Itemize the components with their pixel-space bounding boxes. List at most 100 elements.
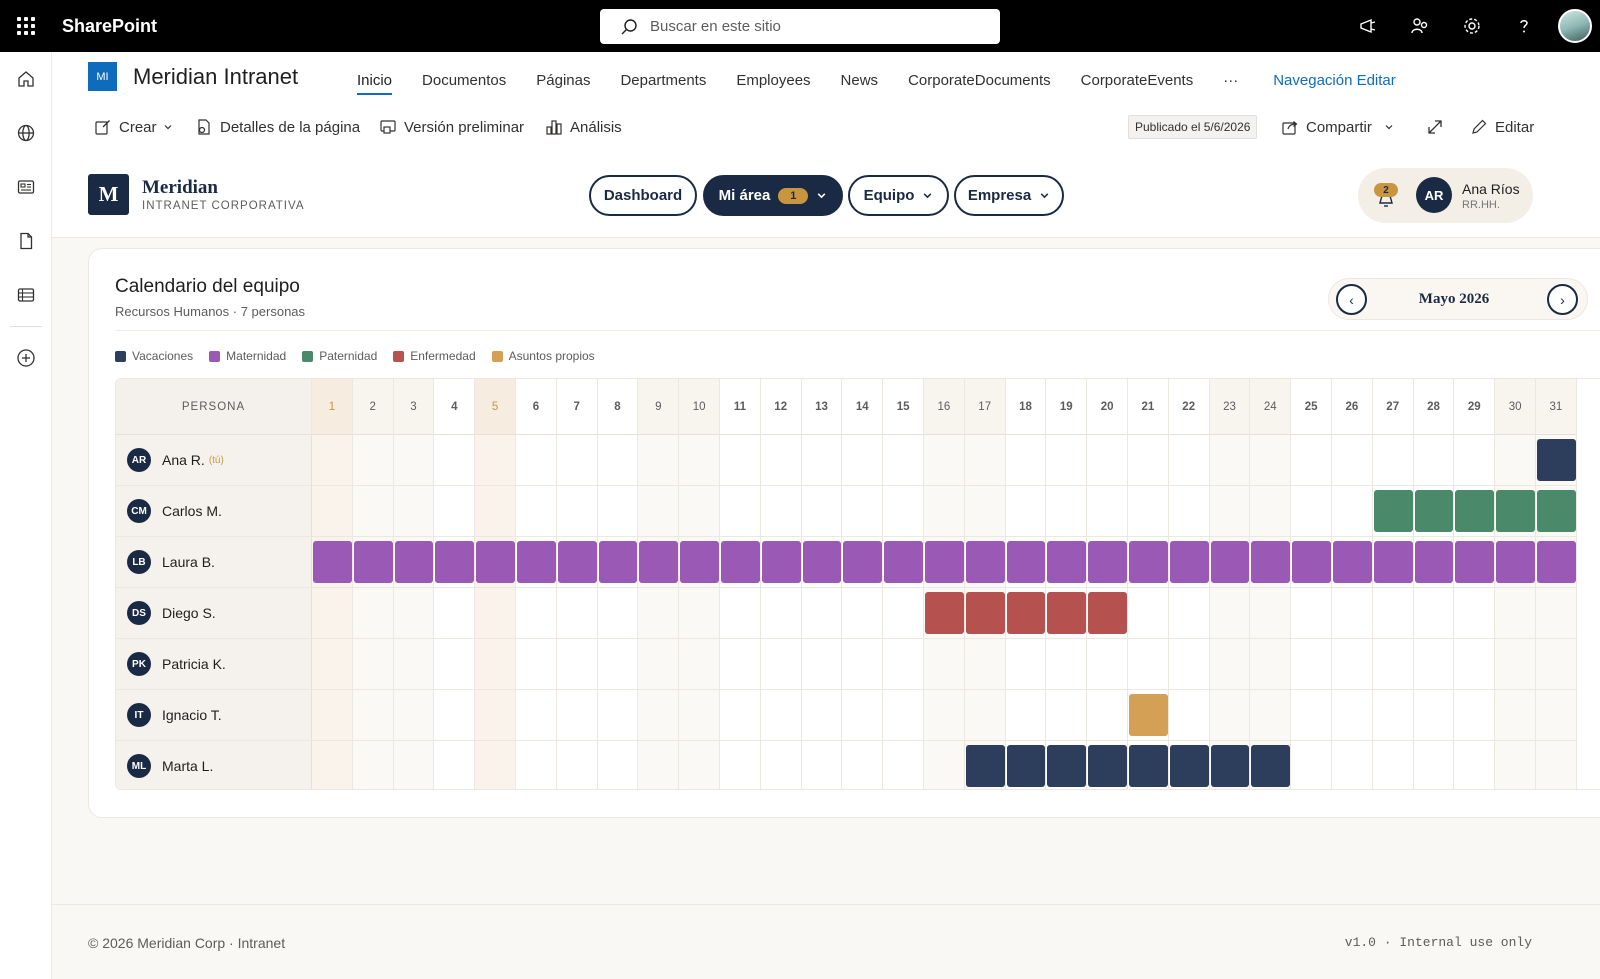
day-cell[interactable] — [556, 690, 598, 741]
day-cell[interactable] — [1536, 639, 1577, 690]
day-cell[interactable] — [1495, 741, 1536, 789]
absence-block-vac[interactable] — [1088, 745, 1127, 787]
absence-block-mat[interactable] — [1251, 541, 1291, 583]
day-cell[interactable] — [1209, 588, 1251, 639]
gear-icon[interactable] — [1446, 0, 1498, 52]
nav-item-corporateevents[interactable]: CorporateEvents — [1080, 72, 1194, 89]
day-cell[interactable] — [964, 435, 1006, 486]
absence-block-vac[interactable] — [1169, 745, 1209, 787]
day-cell[interactable] — [393, 639, 435, 690]
day-cell[interactable] — [842, 690, 884, 741]
absence-block-mat[interactable] — [680, 541, 719, 583]
absence-block-mat[interactable] — [1496, 541, 1535, 583]
absence-block-pat[interactable] — [1537, 490, 1576, 532]
day-cell[interactable] — [1413, 588, 1455, 639]
profile-avatar[interactable] — [1558, 9, 1592, 43]
absence-block-mat[interactable] — [1537, 541, 1576, 583]
day-cell[interactable] — [679, 486, 720, 537]
absence-block-mat[interactable] — [517, 541, 556, 583]
nav-item-departments[interactable]: Departments — [620, 72, 707, 89]
day-cell[interactable] — [556, 486, 598, 537]
day-cell[interactable] — [720, 588, 761, 639]
day-cell[interactable] — [1372, 639, 1414, 690]
day-cell[interactable] — [801, 486, 843, 537]
day-cell[interactable] — [475, 741, 516, 789]
day-cell[interactable] — [964, 486, 1006, 537]
people-icon[interactable] — [1394, 0, 1446, 52]
absence-block-mat[interactable] — [1292, 541, 1331, 583]
day-cell[interactable] — [720, 435, 761, 486]
absence-block-mat[interactable] — [1129, 541, 1168, 583]
day-cell[interactable] — [1536, 588, 1577, 639]
day-cell[interactable] — [352, 690, 394, 741]
absence-block-mat[interactable] — [843, 541, 883, 583]
absence-block-mat[interactable] — [557, 541, 597, 583]
absence-block-mat[interactable] — [1047, 541, 1087, 583]
day-cell[interactable] — [1454, 639, 1496, 690]
day-cell[interactable] — [1168, 435, 1210, 486]
day-cell[interactable] — [1250, 588, 1292, 639]
day-cell[interactable] — [1005, 690, 1047, 741]
megaphone-icon[interactable] — [1342, 0, 1394, 52]
day-cell[interactable] — [516, 486, 557, 537]
meridian-logo[interactable]: M — [88, 174, 129, 215]
day-cell[interactable] — [434, 639, 476, 690]
day-cell[interactable] — [1005, 486, 1047, 537]
absence-block-pat[interactable] — [1455, 490, 1495, 532]
day-cell[interactable] — [1291, 639, 1332, 690]
absence-block-mat[interactable] — [598, 541, 638, 583]
absence-block-mat[interactable] — [353, 541, 393, 583]
day-cell[interactable] — [1372, 435, 1414, 486]
analytics-button[interactable]: Análisis — [545, 110, 622, 144]
day-cell[interactable] — [801, 639, 843, 690]
day-cell[interactable] — [720, 741, 761, 789]
nav-item-paginas[interactable]: Páginas — [536, 72, 591, 89]
day-cell[interactable] — [842, 486, 884, 537]
day-cell[interactable] — [1168, 639, 1210, 690]
day-cell[interactable] — [1128, 486, 1169, 537]
day-cell[interactable] — [393, 486, 435, 537]
day-cell[interactable] — [475, 486, 516, 537]
absence-block-pat[interactable] — [1373, 490, 1413, 532]
day-cell[interactable] — [352, 435, 394, 486]
day-cell[interactable] — [1291, 486, 1332, 537]
absence-block-mat[interactable] — [1333, 541, 1372, 583]
absence-block-mat[interactable] — [721, 541, 760, 583]
day-cell[interactable] — [760, 435, 802, 486]
day-cell[interactable] — [842, 435, 884, 486]
notifications-button[interactable]: 2 — [1374, 183, 1398, 209]
nav-item-documentos[interactable]: Documentos — [422, 72, 507, 89]
day-cell[interactable] — [760, 741, 802, 789]
day-cell[interactable] — [760, 486, 802, 537]
day-cell[interactable] — [597, 435, 639, 486]
day-cell[interactable] — [1168, 588, 1210, 639]
absence-block-mat[interactable] — [1006, 541, 1046, 583]
day-cell[interactable] — [1168, 690, 1210, 741]
day-cell[interactable] — [924, 690, 965, 741]
user-chip[interactable]: 2 AR Ana Ríos RR.HH. — [1358, 168, 1533, 223]
day-cell[interactable] — [964, 690, 1006, 741]
day-cell[interactable] — [1413, 435, 1455, 486]
day-cell[interactable] — [679, 639, 720, 690]
day-cell[interactable] — [1372, 588, 1414, 639]
day-cell[interactable] — [556, 741, 598, 789]
absence-block-enf[interactable] — [1088, 592, 1127, 634]
day-cell[interactable] — [1250, 639, 1292, 690]
day-cell[interactable] — [1536, 741, 1577, 789]
day-cell[interactable] — [883, 690, 924, 741]
help-icon[interactable] — [1498, 0, 1550, 52]
day-cell[interactable] — [842, 741, 884, 789]
day-cell[interactable] — [516, 741, 557, 789]
day-cell[interactable] — [352, 741, 394, 789]
day-cell[interactable] — [924, 486, 965, 537]
absence-block-enf[interactable] — [1047, 592, 1087, 634]
day-cell[interactable] — [1291, 588, 1332, 639]
edit-button[interactable]: Editar — [1470, 110, 1534, 144]
absence-block-asu[interactable] — [1129, 694, 1168, 736]
day-cell[interactable] — [597, 741, 639, 789]
day-cell[interactable] — [393, 741, 435, 789]
absence-block-vac[interactable] — [1537, 439, 1576, 481]
day-cell[interactable] — [1005, 639, 1047, 690]
day-cell[interactable] — [1005, 435, 1047, 486]
day-cell[interactable] — [801, 741, 843, 789]
